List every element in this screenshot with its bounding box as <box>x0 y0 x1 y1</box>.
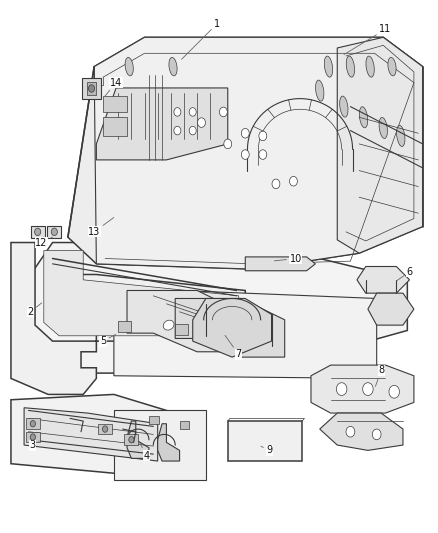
Bar <box>31 226 45 238</box>
Polygon shape <box>114 288 377 378</box>
Bar <box>103 117 127 136</box>
Circle shape <box>241 150 249 159</box>
Text: 8: 8 <box>375 366 384 386</box>
Ellipse shape <box>388 58 396 76</box>
Ellipse shape <box>324 56 333 77</box>
Text: 13: 13 <box>88 217 114 237</box>
Polygon shape <box>94 37 423 269</box>
Circle shape <box>372 429 381 440</box>
Bar <box>26 418 40 429</box>
Polygon shape <box>193 298 272 357</box>
Ellipse shape <box>169 58 177 76</box>
Text: 10: 10 <box>274 254 302 263</box>
Circle shape <box>129 437 134 443</box>
Circle shape <box>290 176 297 186</box>
Bar <box>98 424 112 434</box>
Text: 5: 5 <box>100 334 116 346</box>
Circle shape <box>241 128 249 138</box>
Polygon shape <box>11 243 245 394</box>
Text: 12: 12 <box>35 237 53 247</box>
Bar <box>103 96 127 112</box>
Circle shape <box>219 107 227 117</box>
Text: 11: 11 <box>344 25 392 54</box>
Ellipse shape <box>339 96 348 117</box>
Circle shape <box>174 126 181 135</box>
Text: 9: 9 <box>261 446 272 455</box>
Ellipse shape <box>366 56 374 77</box>
Polygon shape <box>368 293 414 325</box>
Polygon shape <box>320 413 403 450</box>
Bar <box>26 432 40 442</box>
Polygon shape <box>44 251 239 336</box>
Ellipse shape <box>379 117 388 139</box>
Polygon shape <box>96 88 228 160</box>
Polygon shape <box>311 365 414 413</box>
Bar <box>124 434 138 445</box>
Bar <box>87 82 96 95</box>
Bar <box>47 226 61 238</box>
Circle shape <box>174 108 181 116</box>
Circle shape <box>259 150 267 159</box>
Circle shape <box>346 426 355 437</box>
Circle shape <box>88 85 95 92</box>
Text: 1: 1 <box>181 19 220 59</box>
Circle shape <box>363 383 373 395</box>
Text: 6: 6 <box>396 267 413 281</box>
Polygon shape <box>68 37 423 269</box>
Polygon shape <box>158 424 180 461</box>
Polygon shape <box>31 243 407 373</box>
Circle shape <box>259 131 267 141</box>
Ellipse shape <box>163 320 174 330</box>
Circle shape <box>51 228 57 236</box>
Ellipse shape <box>346 56 355 77</box>
Text: 3: 3 <box>30 440 39 450</box>
Bar <box>149 416 159 424</box>
Bar <box>175 324 188 335</box>
Polygon shape <box>127 290 241 352</box>
Ellipse shape <box>396 125 405 147</box>
Polygon shape <box>357 266 410 293</box>
Polygon shape <box>228 421 302 461</box>
Circle shape <box>224 139 232 149</box>
Circle shape <box>35 228 41 236</box>
Bar <box>118 321 131 332</box>
Text: 14: 14 <box>105 78 122 96</box>
Circle shape <box>389 385 399 398</box>
Polygon shape <box>24 408 158 461</box>
Circle shape <box>189 108 196 116</box>
Circle shape <box>30 421 35 427</box>
Polygon shape <box>175 298 285 357</box>
Circle shape <box>336 383 347 395</box>
Text: 2: 2 <box>28 303 42 317</box>
Bar <box>82 78 101 99</box>
Polygon shape <box>11 394 184 480</box>
Ellipse shape <box>125 58 133 76</box>
Polygon shape <box>245 257 315 271</box>
Circle shape <box>30 434 35 440</box>
Text: 4: 4 <box>139 442 150 461</box>
Polygon shape <box>127 421 149 458</box>
Ellipse shape <box>359 107 368 128</box>
Circle shape <box>272 179 280 189</box>
Polygon shape <box>337 37 423 253</box>
Ellipse shape <box>315 80 324 101</box>
Circle shape <box>198 118 205 127</box>
Polygon shape <box>114 410 206 480</box>
Circle shape <box>102 426 108 432</box>
Text: 7: 7 <box>225 335 242 359</box>
Bar <box>180 421 189 429</box>
Circle shape <box>189 126 196 135</box>
